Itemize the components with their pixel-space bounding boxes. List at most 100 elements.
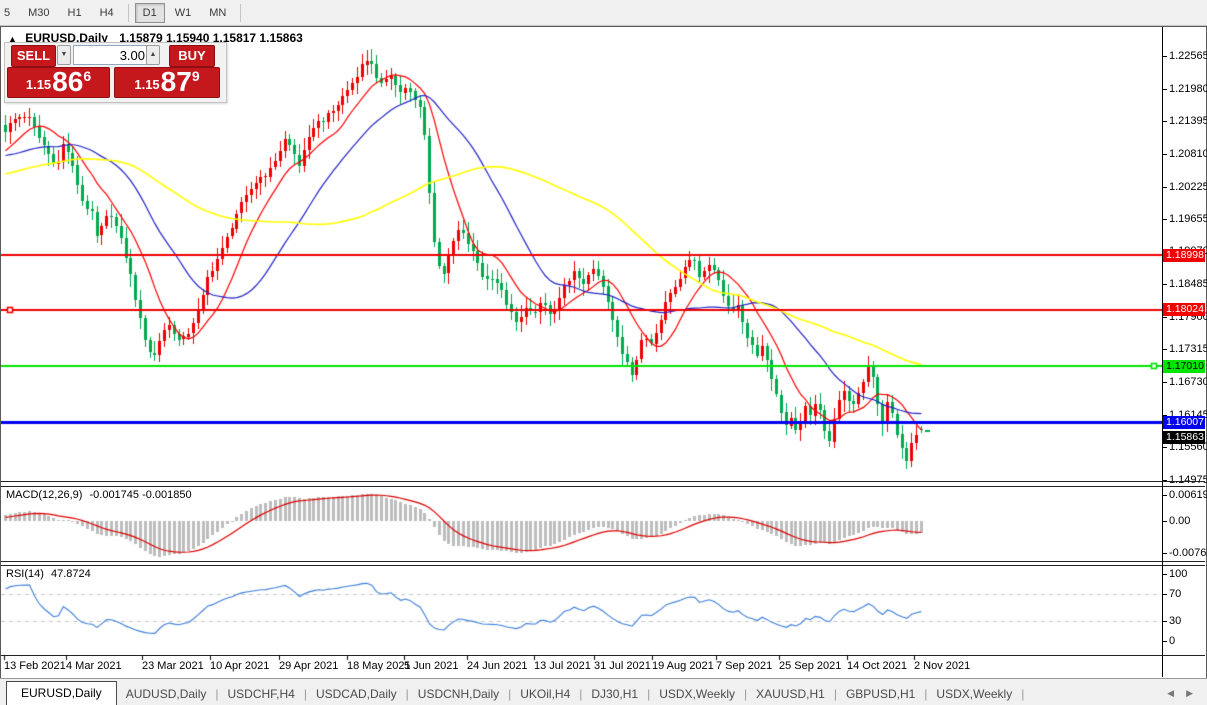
chart-tab-usdx-weekly[interactable]: USDX,Weekly [936,687,1013,701]
price-tick-mark [1163,187,1167,188]
date-axis-label: 18 May 2021 [347,660,411,672]
macd-tick-label: 0.00 [1169,515,1191,527]
date-axis-label: 4 Mar 2021 [66,660,122,672]
rsi-tick-label: 30 [1169,615,1182,627]
tab-scroll-right-icon[interactable]: ▶ [1186,688,1193,698]
date-axis-label: 23 Mar 2021 [142,660,204,672]
date-axis-label: 31 Jul 2021 [594,660,651,672]
pane-separator-line[interactable] [1,655,1205,656]
macd-tick-mark [1163,495,1167,496]
buy-price-main: 87 [160,66,192,97]
rsi-tick-label: 70 [1169,588,1182,600]
macd-tick-label: -0.007621 [1169,547,1207,559]
chart-tab-dj30-h1[interactable]: DJ30,H1 [591,687,639,701]
price-tick-mark [1163,56,1167,57]
date-axis-label: 13 Jul 2021 [534,660,591,672]
chart-title: ▲ EURUSD,Daily 1.15879 1.15940 1.15817 1… [8,31,303,45]
date-axis-label: 19 Aug 2021 [652,660,714,672]
date-axis-label: 13 Feb 2021 [4,660,66,672]
price-tick-mark [1163,415,1167,416]
price-level-badge: 1.16007 [1163,416,1205,429]
chart-tab-usdchf-h4[interactable]: USDCHF,H4 [227,687,295,701]
tab-separator: | [508,687,512,701]
sell-price-pip: 6 [83,68,92,84]
timeframe-button-h4[interactable]: H4 [99,6,114,19]
sell-price-prefix: 1.15 [25,77,52,92]
tab-separator: | [833,687,837,701]
volume-increase-button[interactable]: ▲ [146,45,160,65]
pane-separator-line[interactable] [1,486,1205,487]
macd-tick-mark [1163,521,1167,522]
macd-tick-label: 0.006193 [1169,489,1207,501]
rsi-tick-mark [1163,594,1167,595]
buy-price-pip: 9 [191,68,200,84]
timeframe-button-mn[interactable]: MN [209,6,227,19]
pane-separator-line[interactable] [1,561,1205,562]
symbol-timeframe-label: EURUSD,Daily [25,31,108,45]
volume-decrease-button[interactable]: ▼ [57,45,71,65]
pane-separator-line[interactable] [1,565,1205,566]
sell-price-main: 86 [52,66,84,97]
chart-tab-usdx-weekly[interactable]: USDX,Weekly [659,687,735,701]
price-tick-label: 1.17315 [1169,343,1207,355]
rsi-tick-mark [1163,641,1167,642]
chart-tab-usdcnh-daily[interactable]: USDCNH,Daily [417,687,500,701]
tab-scroll-left-icon[interactable]: ◀ [1167,688,1175,698]
chart-tab-ukoil-h4[interactable]: UKOil,H4 [520,687,571,701]
macd-tick-mark [1163,553,1167,554]
tab-separator: | [303,687,307,701]
chart-tab-eurusd-daily[interactable]: EURUSD,Daily [6,681,117,705]
buy-quote-button[interactable]: 1.15 87 9 [114,67,220,98]
sell-button[interactable]: SELL [11,45,56,67]
volume-input[interactable] [73,45,152,65]
chart-tab-xauusd-h1[interactable]: XAUUSD,H1 [756,687,825,701]
tab-separator: | [924,687,928,701]
timeframe-button-partial[interactable]: 5 [4,6,11,19]
price-tick-mark [1163,447,1167,448]
date-axis-label: 25 Sep 2021 [779,660,842,672]
rsi-tick-label: 0 [1169,635,1176,647]
tab-separator: | [579,687,583,701]
price-level-badge: 1.15863 [1163,431,1205,444]
price-tick-label: 1.21980 [1169,83,1207,95]
timeframe-toolbar: 5 M30 H1 H4 D1 W1 MN [0,0,1207,26]
toolbar-separator [240,3,242,22]
price-tick-mark [1163,154,1167,155]
price-tick-label: 1.15560 [1169,441,1207,453]
ohlc-values: 1.15879 1.15940 1.15817 1.15863 [119,31,303,45]
price-tick-label: 1.16730 [1169,376,1207,388]
collapse-arrow-icon[interactable]: ▲ [8,34,17,44]
price-tick-label: 1.18485 [1169,278,1207,290]
chart-tab-usdcad-daily[interactable]: USDCAD,Daily [315,687,397,701]
price-level-badge: 1.17010 [1163,360,1205,373]
chart-tab-gbpusd-h1[interactable]: GBPUSD,H1 [845,687,916,701]
date-axis-label: 5 Jun 2021 [404,660,459,672]
tab-separator: | [647,687,651,701]
buy-button[interactable]: BUY [169,45,215,67]
buy-price-prefix: 1.15 [134,77,160,92]
tab-separator: | [1021,687,1025,701]
price-level-badge: 1.18024 [1163,303,1205,316]
price-tick-label: 1.14975 [1169,474,1207,486]
price-tick-mark [1163,382,1167,383]
timeframe-button-w1[interactable]: W1 [174,6,192,19]
date-axis-label: 2 Nov 2021 [914,660,971,672]
sell-quote-button[interactable]: 1.15 86 6 [7,67,110,98]
tab-separator: | [215,687,219,701]
price-tick-mark [1163,284,1167,285]
timeframe-button-h1[interactable]: H1 [67,6,82,19]
timeframe-button-m30[interactable]: M30 [28,6,50,19]
toolbar-separator [127,3,129,22]
price-tick-mark [1163,219,1167,220]
price-tick-label: 1.21395 [1169,115,1207,127]
chart-tab-audusd-daily[interactable]: AUDUSD,Daily [125,687,207,701]
date-axis-label: 29 Apr 2021 [279,660,339,672]
date-axis-label: 7 Sep 2021 [716,660,773,672]
date-axis-label: 24 Jun 2021 [467,660,528,672]
timeframe-button-d1[interactable]: D1 [134,2,165,23]
tab-separator: | [744,687,748,701]
pane-separator-line[interactable] [1,481,1205,482]
price-chart-canvas[interactable] [1,27,1162,677]
chart-tab-bar: EURUSD,Daily AUDUSD,Daily | USDCHF,H4 | USDCA… [0,678,1207,705]
